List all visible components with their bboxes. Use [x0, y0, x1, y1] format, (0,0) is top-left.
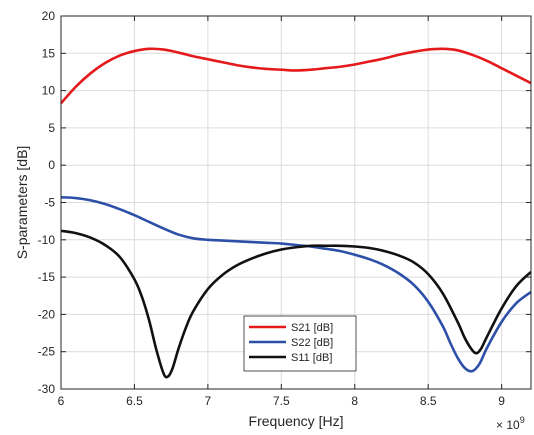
legend: S21 [dB] S22 [dB] S11 [dB]	[243, 315, 357, 372]
y-tick-label: 20	[42, 9, 56, 23]
y-tick-label: 10	[42, 84, 56, 98]
x-tick-label: 7	[205, 394, 212, 408]
y-tick-label: 0	[48, 158, 55, 172]
y-axis-label: S-parameters [dB]	[14, 146, 30, 260]
series-layer	[60, 47, 532, 379]
legend-label-s22-db: S22 [dB]	[291, 337, 333, 349]
x-tick-label: 6.5	[126, 394, 143, 408]
legend-box	[243, 315, 357, 372]
y-tick-label: -20	[38, 307, 56, 321]
x-tick-label: 7.5	[273, 394, 290, 408]
x-tick-label: 9	[498, 394, 505, 408]
y-tick-label: -30	[38, 382, 56, 396]
series-line-s22-db	[60, 195, 532, 373]
series-line-s21-db	[60, 47, 532, 105]
y-tick-label: -5	[44, 196, 55, 210]
legend-label-s21-db: S21 [dB]	[291, 322, 333, 334]
x-tick-label: 8.5	[420, 394, 437, 408]
legend-label-s11-db: S11 [dB]	[291, 352, 332, 364]
y-tick-label: -15	[38, 270, 56, 284]
axis-ticks	[60, 15, 531, 390]
x-axis-exponent: × 109	[496, 415, 525, 432]
series-line-s11-db	[60, 229, 532, 379]
y-tick-label: 15	[42, 46, 56, 60]
y-tick-label: -10	[38, 233, 56, 247]
y-tick-label: -25	[38, 345, 56, 359]
x-axis-exponent-power: 9	[520, 415, 525, 425]
y-tick-label: 5	[48, 121, 55, 135]
x-axis-exponent-base: × 10	[496, 418, 520, 432]
x-axis-label: Frequency [Hz]	[249, 413, 344, 429]
x-tick-label: 6	[58, 394, 65, 408]
tick-labels: 6 6.5 7 7.5 8 8.5 9 -30 -25 -20 -15 -10 -5 0 5 10 15 20	[38, 9, 506, 408]
x-tick-label: 8	[351, 394, 358, 408]
